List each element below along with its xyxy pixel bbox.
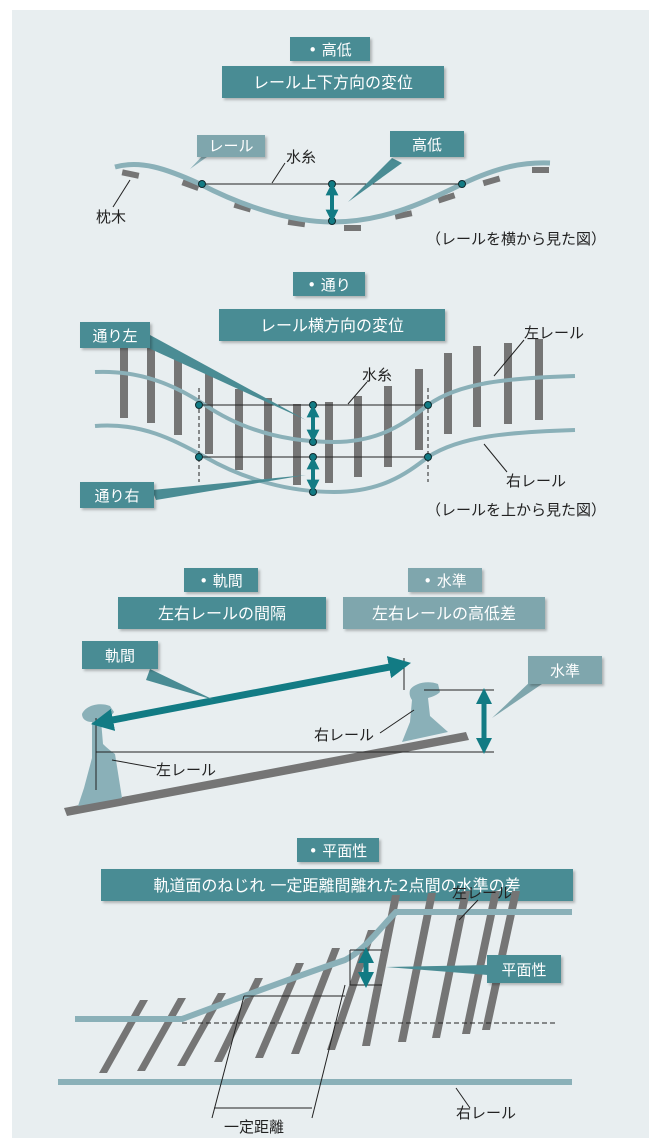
toori-subtitle: レール横方向の変位 xyxy=(260,316,404,335)
kikan-arrow xyxy=(90,656,412,731)
section-toori: • 通り レール横方向の変位 xyxy=(80,272,606,519)
suijun-subtitle-box xyxy=(343,597,545,629)
kikan-heading: • 軌間 xyxy=(199,572,243,590)
koutei-rail-label: レール xyxy=(208,137,253,155)
toori-right-label: 通り右 xyxy=(94,487,139,505)
toori-right-rail-label: 右レール xyxy=(506,472,566,490)
koutei-makuragi-leader xyxy=(112,179,131,208)
heimensei-reference-lines xyxy=(182,949,558,1119)
heimensei-heading-box xyxy=(297,838,379,862)
kikan-ground xyxy=(64,732,469,816)
kikan-right-rail-profile xyxy=(402,682,448,742)
toori-suishi-leader xyxy=(347,381,368,405)
kikan-label: 軌間 xyxy=(105,647,135,665)
suijun-label-box xyxy=(528,656,602,684)
suijun-label-pointer xyxy=(492,680,542,718)
heimensei-label-pointer xyxy=(386,965,488,975)
heimensei-subtitle: 軌道面のねじれ 一定距離間離れた2点間の水準の差 xyxy=(153,876,520,895)
heimensei-left-rail-label: 左レール xyxy=(452,884,512,902)
kikan-label-pointer xyxy=(146,669,214,700)
koutei-subtitle: レール上下方向の変位 xyxy=(253,73,413,92)
suijun-heading: • 水準 xyxy=(423,572,467,590)
suijun-subtitle: 左右レールの高低差 xyxy=(372,604,516,623)
koutei-makuragi-label: 枕木 xyxy=(96,208,126,226)
toori-heading: • 通り xyxy=(307,276,351,294)
heimensei-sleepers xyxy=(99,891,520,1073)
kikan-right-rail-leader xyxy=(379,709,415,734)
koutei-label-pointer xyxy=(348,158,402,202)
koutei-subtitle-box xyxy=(222,66,444,98)
koutei-suishi-label: 水糸 xyxy=(286,148,316,166)
heimensei-left-rail-leader xyxy=(458,899,479,921)
heimensei-label: 平面性 xyxy=(501,961,546,979)
toori-caption: （レールを上から見た図） xyxy=(426,501,606,519)
kikan-left-rail-label: 左レール xyxy=(156,761,216,779)
toori-right-rail-leader xyxy=(483,443,508,473)
kikan-right-rail-label: 右レール xyxy=(314,726,374,744)
heimensei-heading: • 平面性 xyxy=(309,842,368,860)
kikan-label-box xyxy=(82,641,158,669)
toori-left-label-box xyxy=(80,322,150,348)
kikan-heading-box xyxy=(184,568,258,592)
heimensei-right-rail-label: 右レール xyxy=(456,1104,516,1122)
koutei-heading-box xyxy=(290,37,370,61)
toori-left-rail xyxy=(94,369,576,445)
heimensei-left-rail xyxy=(75,909,572,1022)
koutei-heading: • 高低 xyxy=(308,41,352,59)
toori-left-rail-leader xyxy=(493,339,525,377)
koutei-label: 高低 xyxy=(412,136,442,154)
toori-heading-box xyxy=(293,272,365,296)
kikan-left-rail-leader xyxy=(111,759,157,769)
kikan-subtitle-box xyxy=(118,597,326,629)
section-heimensei: • 平面性 軌道面のねじれ 一定距離間離れた2点間の水準の差 xyxy=(58,838,573,1136)
section-kikan-suijun: • 軌間 • 水準 左右レールの間隔 左右レールの高低差 軌間 xyxy=(64,568,602,816)
heimensei-right-rail-leader xyxy=(455,1087,471,1109)
koutei-suishi-leader xyxy=(271,162,286,184)
suijun-heading-box xyxy=(408,568,482,592)
kikan-subtitle: 左右レールの間隔 xyxy=(158,604,286,623)
kikan-left-rail-profile xyxy=(78,704,122,806)
suijun-label: 水準 xyxy=(550,662,580,680)
section-koutei: • 高低 レール上下方向の変位 レール xyxy=(96,37,606,248)
toori-suishi-label: 水糸 xyxy=(362,366,392,384)
koutei-label-box xyxy=(390,131,464,157)
toori-left-rail-label: 左レール xyxy=(524,324,584,342)
toori-right-label-box xyxy=(80,482,154,508)
koutei-caption: （レールを横から見た図） xyxy=(426,230,606,248)
toori-right-rail xyxy=(94,423,576,495)
toori-subtitle-box xyxy=(219,309,445,341)
toori-left-label: 通り左 xyxy=(92,327,137,345)
heimensei-label-box xyxy=(487,955,561,983)
koutei-rail-label-box xyxy=(197,135,265,157)
toori-left-pointer xyxy=(144,335,306,420)
heimensei-distance-label: 一定距離 xyxy=(224,1118,284,1136)
toori-right-pointer xyxy=(152,475,306,500)
